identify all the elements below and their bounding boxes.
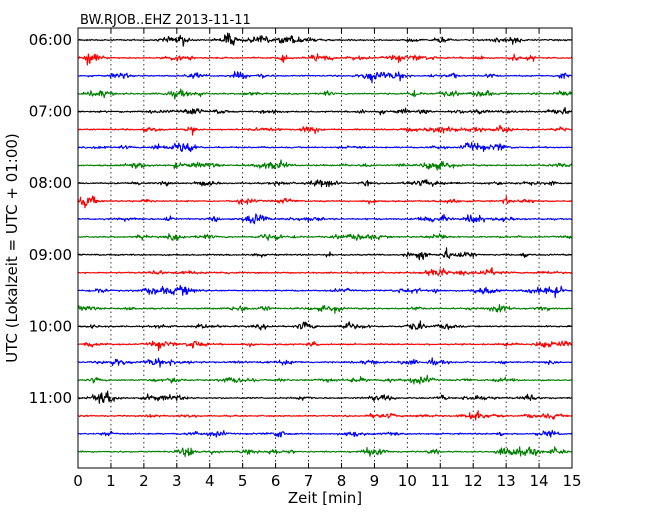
trace-1130 bbox=[77, 429, 573, 438]
x-tick-label-1: 1 bbox=[106, 472, 116, 490]
trace-0615 bbox=[77, 53, 573, 66]
y-tick-label-1: 07:00 bbox=[29, 103, 72, 121]
y-tick-label-3: 09:00 bbox=[29, 246, 72, 264]
trace-1045 bbox=[77, 374, 573, 385]
x-axis-label: Zeit [min] bbox=[288, 489, 362, 507]
vertical-gridlines bbox=[110, 28, 540, 468]
x-axis-ticks: 0 1 2 3 4 5 6 7 8 9 10 11 12 13 14 15 bbox=[73, 28, 582, 490]
y-tick-label-0: 06:00 bbox=[29, 31, 72, 49]
x-tick-label-14: 14 bbox=[530, 472, 549, 490]
x-tick-label-15: 15 bbox=[562, 472, 581, 490]
x-tick-label-13: 13 bbox=[497, 472, 516, 490]
trace-0945 bbox=[77, 304, 573, 314]
trace-0815 bbox=[77, 195, 573, 209]
y-tick-label-4: 10:00 bbox=[29, 317, 72, 335]
trace-1030 bbox=[77, 357, 573, 368]
x-tick-label-10: 10 bbox=[398, 472, 417, 490]
x-tick-label-12: 12 bbox=[464, 472, 483, 490]
trace-0845 bbox=[77, 233, 573, 242]
trace-1145 bbox=[77, 446, 573, 458]
trace-0800 bbox=[77, 179, 573, 188]
trace-0700 bbox=[77, 106, 573, 116]
trace-1100 bbox=[77, 390, 573, 404]
trace-0630 bbox=[77, 70, 573, 84]
y-axis-ticks: 06:00 07:00 08:00 09:00 10:00 11:00 bbox=[29, 31, 572, 407]
trace-1115 bbox=[77, 410, 573, 421]
y-tick-label-2: 08:00 bbox=[29, 174, 72, 192]
trace-0915 bbox=[77, 267, 573, 277]
x-tick-label-6: 6 bbox=[271, 472, 281, 490]
trace-0930 bbox=[77, 284, 573, 299]
x-tick-label-8: 8 bbox=[337, 472, 347, 490]
trace-0900 bbox=[77, 247, 573, 261]
plot-frame bbox=[77, 27, 573, 469]
y-tick-label-5: 11:00 bbox=[29, 389, 72, 407]
seismic-traces bbox=[77, 32, 573, 458]
x-tick-label-9: 9 bbox=[370, 472, 380, 490]
x-tick-label-7: 7 bbox=[304, 472, 314, 490]
x-tick-label-0: 0 bbox=[73, 472, 83, 490]
trace-0645 bbox=[77, 88, 573, 100]
trace-0600 bbox=[77, 32, 573, 47]
trace-1015 bbox=[77, 340, 573, 352]
x-tick-label-11: 11 bbox=[431, 472, 450, 490]
x-tick-label-3: 3 bbox=[172, 472, 182, 490]
chart-title: BW.RJOB..EHZ 2013-11-11 bbox=[80, 13, 251, 28]
trace-0745 bbox=[77, 159, 573, 171]
trace-1000 bbox=[77, 320, 573, 331]
x-tick-label-5: 5 bbox=[238, 472, 248, 490]
x-tick-label-4: 4 bbox=[205, 472, 215, 490]
trace-0730 bbox=[77, 141, 573, 153]
y-axis-label: UTC (Lokalzeit = UTC + 01:00) bbox=[3, 133, 21, 363]
trace-0715 bbox=[77, 124, 573, 136]
x-tick-label-2: 2 bbox=[139, 472, 149, 490]
trace-0830 bbox=[77, 213, 573, 225]
